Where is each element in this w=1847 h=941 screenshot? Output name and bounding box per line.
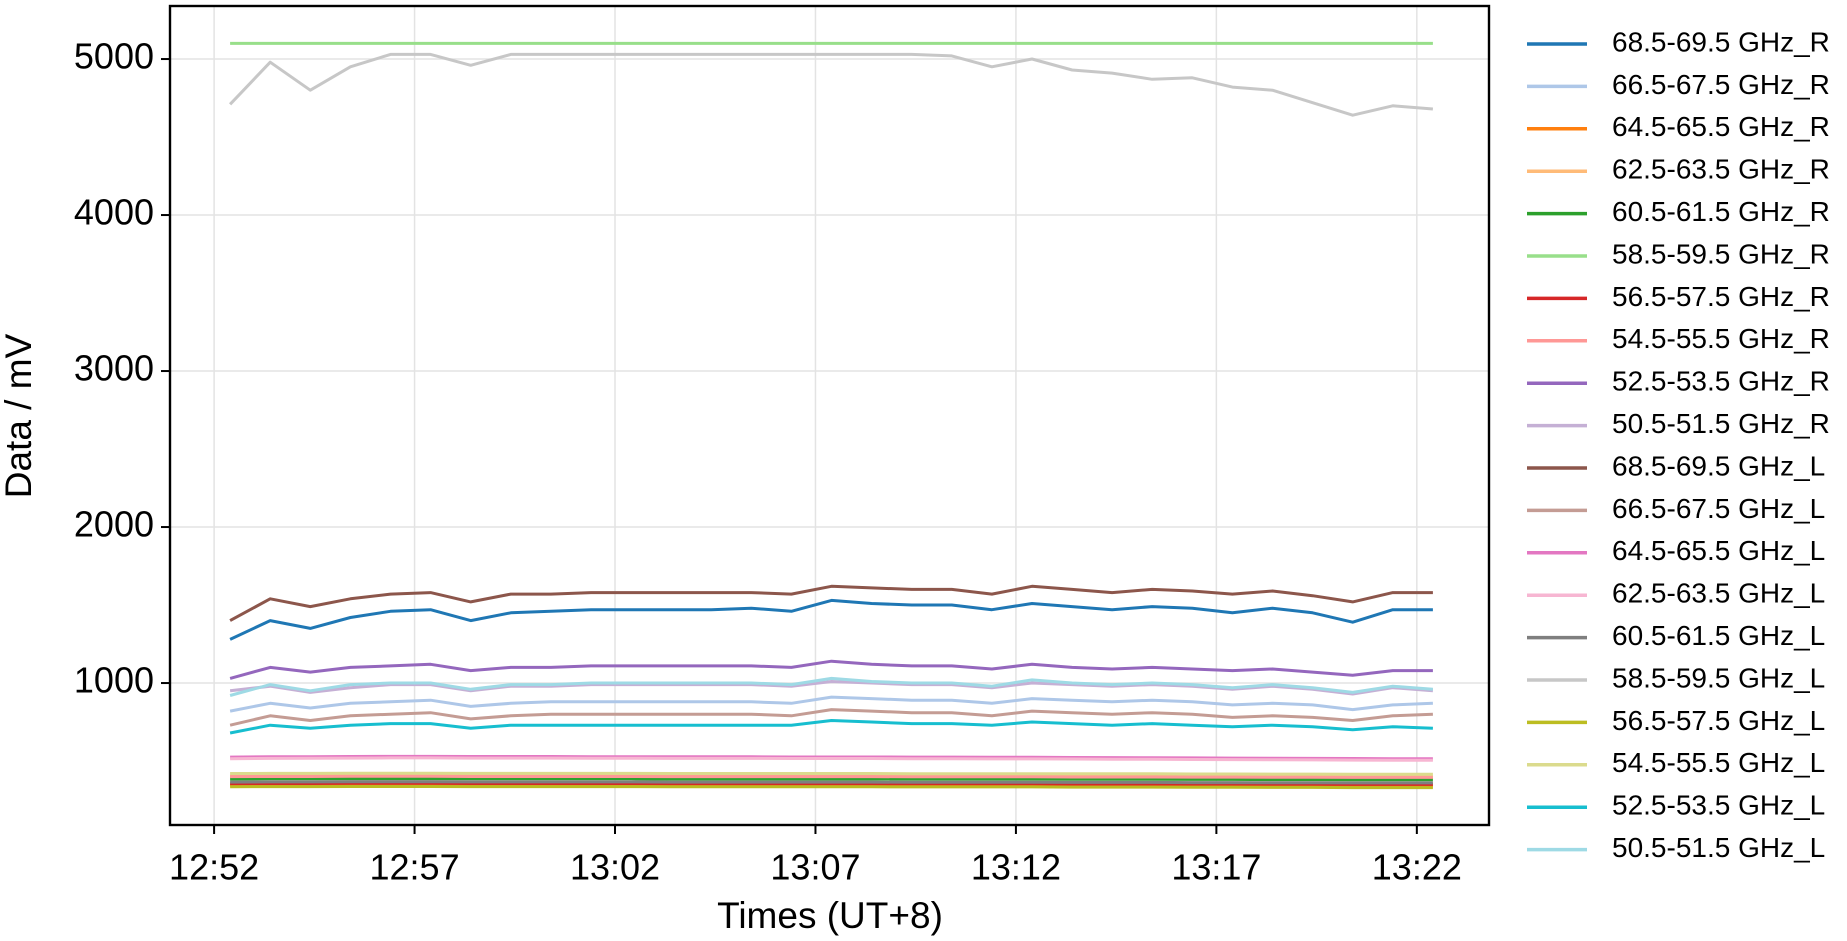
legend-label: 50.5-51.5 GHz_L [1612, 832, 1825, 863]
series-line [229, 680, 1434, 696]
y-tick-label: 4000 [74, 192, 154, 233]
legend-label: 52.5-53.5 GHz_L [1612, 790, 1825, 821]
y-tick-label: 3000 [74, 348, 154, 389]
x-tick-label: 13:22 [1372, 847, 1462, 888]
legend-label: 60.5-61.5 GHz_L [1612, 620, 1825, 651]
x-tick-label: 13:07 [770, 847, 860, 888]
legend-label: 62.5-63.5 GHz_R [1612, 154, 1830, 185]
series-line [229, 584, 1433, 622]
series-line [229, 719, 1433, 735]
series-line [230, 777, 1433, 782]
series-line [230, 771, 1433, 776]
series-line [230, 780, 1433, 785]
y-tick-label: 2000 [74, 504, 154, 545]
legend-label: 64.5-65.5 GHz_L [1612, 535, 1825, 566]
series-line [229, 676, 1434, 697]
series-line [230, 756, 1433, 762]
legend-label: 66.5-67.5 GHz_L [1612, 493, 1825, 524]
legend-label: 56.5-57.5 GHz_R [1612, 281, 1830, 312]
series-line [229, 52, 1434, 117]
y-tick-label: 1000 [74, 660, 154, 701]
legend-label: 50.5-51.5 GHz_R [1612, 408, 1830, 439]
legend-label: 58.5-59.5 GHz_R [1612, 238, 1830, 269]
series-line [230, 785, 1433, 790]
legend-label: 52.5-53.5 GHz_R [1612, 366, 1830, 397]
legend-label: 68.5-69.5 GHz_L [1612, 450, 1825, 481]
legend-label: 68.5-69.5 GHz_R [1612, 26, 1830, 57]
legend-label: 64.5-65.5 GHz_R [1612, 111, 1830, 142]
x-tick-label: 12:52 [169, 847, 259, 888]
x-tick-label: 13:12 [971, 847, 1061, 888]
y-tick-label: 5000 [74, 36, 154, 77]
legend-label: 62.5-63.5 GHz_L [1612, 578, 1825, 609]
x-tick-label: 13:02 [570, 847, 660, 888]
legend-label: 58.5-59.5 GHz_L [1612, 662, 1825, 693]
legend-label: 54.5-55.5 GHz_L [1612, 747, 1825, 778]
series-line [230, 774, 1433, 779]
legend-label: 56.5-57.5 GHz_L [1612, 705, 1825, 736]
x-tick-label: 13:17 [1171, 847, 1261, 888]
x-axis-label: Times (UT+8) [717, 895, 943, 936]
y-axis-label: Data / mV [0, 333, 39, 498]
legend-label: 54.5-55.5 GHz_R [1612, 323, 1830, 354]
series-line [229, 598, 1433, 641]
series-line [229, 659, 1433, 680]
x-tick-label: 12:57 [370, 847, 460, 888]
plot-frame [168, 4, 1491, 827]
legend-label: 66.5-67.5 GHz_R [1612, 69, 1830, 100]
series-line [229, 695, 1433, 713]
series-line [229, 708, 1433, 727]
legend-label: 60.5-61.5 GHz_R [1612, 196, 1830, 227]
